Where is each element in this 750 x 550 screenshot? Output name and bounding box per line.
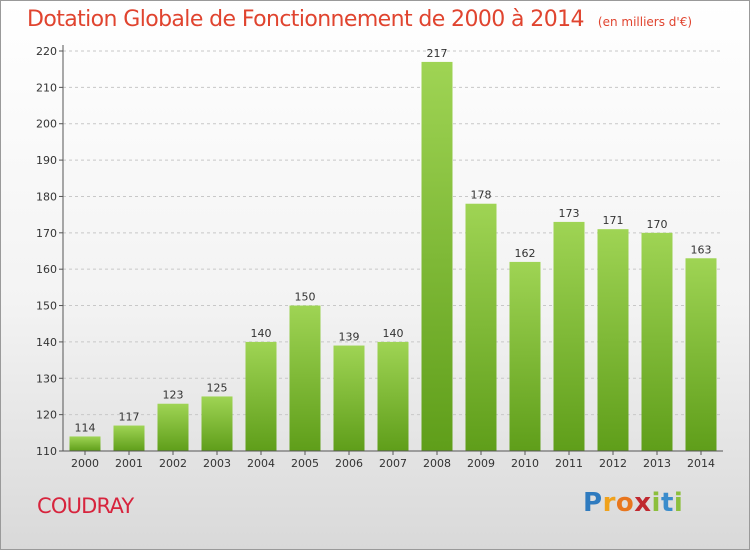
logo-letter: P xyxy=(583,488,603,518)
bar xyxy=(201,396,233,451)
y-tick-label: 150 xyxy=(36,300,57,313)
bar xyxy=(157,403,189,451)
y-tick-label: 120 xyxy=(36,409,57,422)
x-tick-label: 2004 xyxy=(247,457,275,470)
bar xyxy=(685,258,717,451)
axes xyxy=(59,45,723,455)
bar-value-label: 125 xyxy=(207,381,228,394)
bar-value-label: 123 xyxy=(163,389,184,402)
bar-value-label: 162 xyxy=(515,247,536,260)
y-tick-label: 170 xyxy=(36,227,57,240)
x-tick-label: 2010 xyxy=(511,457,539,470)
x-tick-label: 2001 xyxy=(115,457,143,470)
bar-value-label: 170 xyxy=(647,218,668,231)
bars xyxy=(69,61,717,452)
bar-value-label: 171 xyxy=(603,214,624,227)
bar-value-label: 217 xyxy=(427,47,448,60)
bar xyxy=(377,341,409,451)
y-tick-label: 180 xyxy=(36,190,57,203)
x-tick-label: 2003 xyxy=(203,457,231,470)
y-tick-label: 130 xyxy=(36,372,57,385)
bar-value-label: 150 xyxy=(295,291,316,304)
bar xyxy=(245,341,277,451)
bar-value-label: 139 xyxy=(339,331,360,344)
bar xyxy=(333,345,365,451)
logo-letter: i xyxy=(673,488,684,518)
chart-subtitle: (en milliers d'€) xyxy=(597,15,693,29)
bar xyxy=(641,232,673,451)
bar xyxy=(465,203,497,451)
x-tick-label: 2012 xyxy=(599,457,627,470)
bar-value-label: 117 xyxy=(119,411,140,424)
bar-value-label: 140 xyxy=(251,327,272,340)
x-tick-label: 2006 xyxy=(335,457,363,470)
bar-value-label: 140 xyxy=(383,327,404,340)
bar-value-label: 178 xyxy=(471,189,492,202)
y-tick-label: 200 xyxy=(36,118,57,131)
y-tick-label: 210 xyxy=(36,81,57,94)
x-tick-label: 2008 xyxy=(423,457,451,470)
y-tick-label: 140 xyxy=(36,336,57,349)
x-tick-label: 2013 xyxy=(643,457,671,470)
x-tick-label: 2000 xyxy=(71,457,99,470)
y-tick-label: 110 xyxy=(36,445,57,458)
logo-letter: o xyxy=(615,488,635,518)
bar xyxy=(113,425,145,451)
bar-value-label: 163 xyxy=(691,243,712,256)
x-tick-label: 2002 xyxy=(159,457,187,470)
logo-letter: i xyxy=(651,488,661,518)
bar xyxy=(553,221,585,451)
bar xyxy=(421,61,453,452)
y-tick-label: 190 xyxy=(36,154,57,167)
commune-name: COUDRAY xyxy=(37,494,134,518)
chart-title-text: Dotation Globale de Fonctionnement de 20… xyxy=(27,7,585,32)
proxiti-logo: Proxiti xyxy=(583,488,683,518)
chart-title: Dotation Globale de Fonctionnement de 20… xyxy=(27,7,692,32)
bar xyxy=(289,305,321,451)
x-tick-label: 2009 xyxy=(467,457,495,470)
bar xyxy=(597,229,629,451)
y-tick-label: 160 xyxy=(36,263,57,276)
logo-letter: x xyxy=(634,488,652,518)
x-tick-label: 2007 xyxy=(379,457,407,470)
labels: 110 120 130 140 150 160 170 180 190 200 210 220 114 2… xyxy=(36,45,715,470)
logo-letter: t xyxy=(660,488,674,518)
bar xyxy=(509,261,541,451)
y-tick-label: 220 xyxy=(36,45,57,58)
x-tick-label: 2011 xyxy=(555,457,583,470)
x-tick-label: 2014 xyxy=(687,457,715,470)
bar-value-label: 114 xyxy=(75,421,96,434)
x-tick-label: 2005 xyxy=(291,457,319,470)
bar-value-label: 173 xyxy=(559,207,580,220)
logo-letter: r xyxy=(602,488,616,518)
bar xyxy=(69,436,101,451)
